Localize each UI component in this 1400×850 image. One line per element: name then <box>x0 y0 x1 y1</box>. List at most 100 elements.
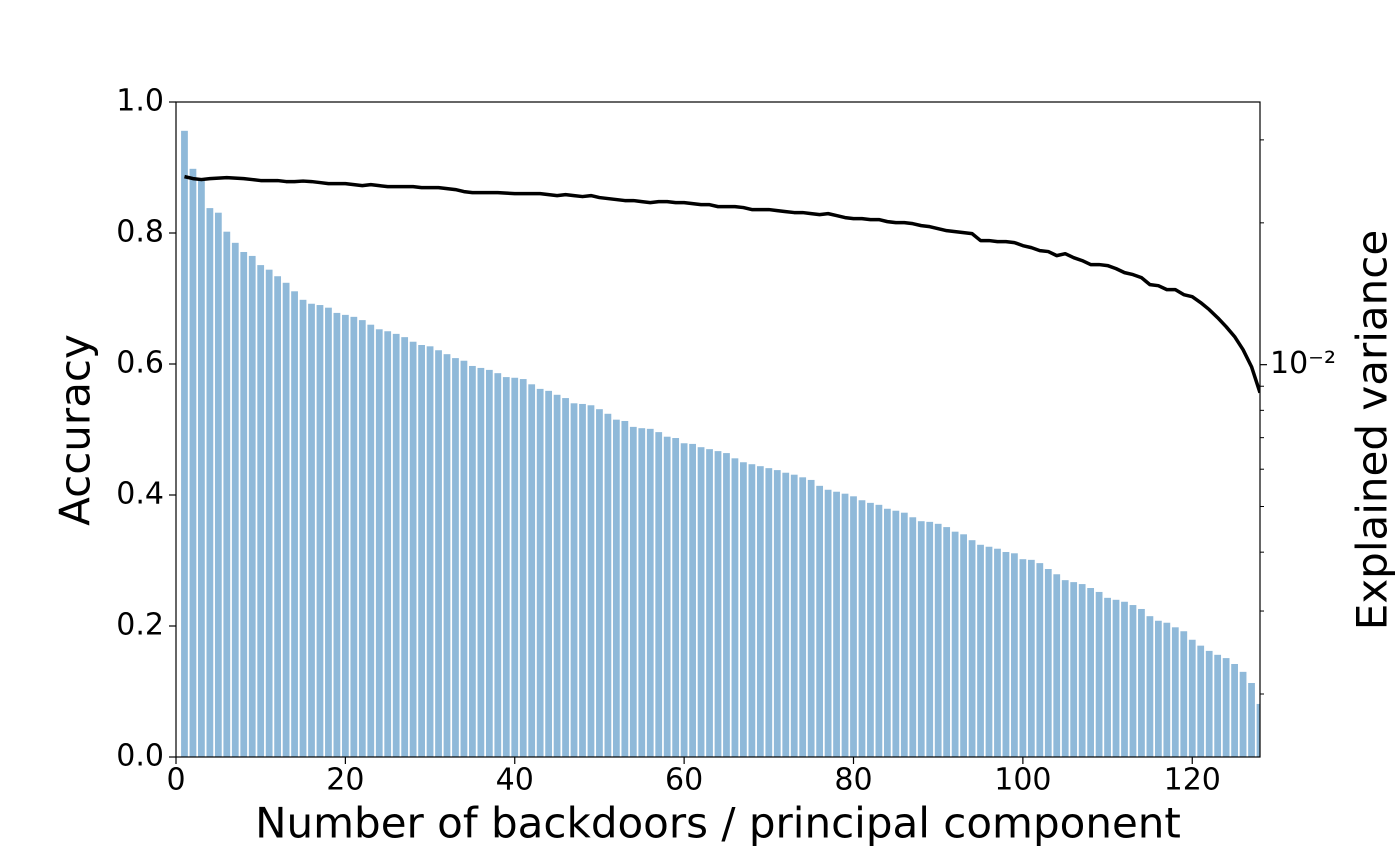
bar <box>485 369 493 757</box>
bar <box>1214 654 1222 757</box>
bar <box>875 504 883 757</box>
bar <box>384 331 392 757</box>
bar <box>672 438 680 757</box>
bar <box>494 373 502 757</box>
bar <box>1138 608 1145 757</box>
bar <box>714 451 722 757</box>
bar <box>960 534 967 757</box>
bar <box>1231 663 1238 757</box>
bar <box>214 212 222 757</box>
bar <box>1036 563 1044 757</box>
bar <box>452 358 459 757</box>
bar <box>689 443 696 757</box>
bar <box>460 360 468 757</box>
bar <box>248 255 256 757</box>
bar <box>1121 601 1128 757</box>
bar <box>1087 588 1095 757</box>
bar <box>1188 639 1196 757</box>
x-axis-label: Number of backdoors / principal componen… <box>255 799 1181 848</box>
bar <box>367 324 375 757</box>
bar <box>240 251 248 757</box>
x-tick-label: 20 <box>326 763 364 798</box>
bar <box>1044 569 1052 757</box>
y-tick-label: 0.4 <box>116 477 164 512</box>
bar <box>756 466 764 757</box>
bar <box>223 231 231 757</box>
bar <box>477 367 485 757</box>
bar <box>189 168 197 757</box>
bar <box>994 548 1001 757</box>
bar <box>553 394 561 757</box>
bar <box>621 420 629 757</box>
bar <box>629 426 637 757</box>
bar <box>435 350 442 757</box>
y-tick-label: 0.8 <box>116 215 164 250</box>
bar <box>782 472 790 757</box>
bar <box>282 282 290 757</box>
bar <box>1205 650 1213 757</box>
y-tick-label: 0.0 <box>116 739 164 774</box>
bar <box>951 531 959 757</box>
bar <box>1053 574 1061 757</box>
x-tick-label: 80 <box>834 763 872 798</box>
bar <box>858 500 866 757</box>
bar <box>1112 599 1120 757</box>
bar <box>943 527 951 757</box>
bar <box>528 384 536 757</box>
bar <box>1078 584 1086 757</box>
bar <box>1248 682 1255 757</box>
bar <box>1197 645 1205 757</box>
bar <box>807 479 815 757</box>
bar <box>816 485 824 757</box>
y-tick-label: 0.6 <box>116 346 164 381</box>
bar <box>392 333 400 757</box>
bar <box>850 496 857 757</box>
bar <box>308 303 315 757</box>
bar <box>892 510 900 757</box>
bar <box>1171 627 1179 757</box>
bar <box>316 305 324 757</box>
bar <box>1027 559 1035 757</box>
bar <box>519 379 527 757</box>
bar <box>723 453 730 757</box>
x-tick-label: 40 <box>496 763 534 798</box>
bar <box>426 346 434 757</box>
bar <box>977 544 984 757</box>
bar <box>706 449 713 757</box>
bar <box>833 491 840 757</box>
bar <box>883 508 891 757</box>
bar <box>341 314 349 757</box>
bar <box>596 409 603 757</box>
bar <box>401 337 409 757</box>
x-tick-label: 100 <box>994 763 1051 798</box>
bar <box>409 341 417 757</box>
bar <box>934 523 942 757</box>
bar <box>299 299 307 757</box>
bar <box>748 464 756 757</box>
bar <box>231 242 239 757</box>
y2-axis-label: Explained variance <box>1348 230 1397 630</box>
x-tick-label: 120 <box>1164 763 1221 798</box>
bar <box>824 489 832 757</box>
bar <box>968 540 976 757</box>
bar <box>502 377 510 757</box>
bar <box>697 447 705 757</box>
bar <box>1070 582 1078 757</box>
bar <box>1061 580 1069 757</box>
bar <box>181 130 188 757</box>
bar <box>198 179 205 757</box>
y-tick-label: 0.2 <box>116 608 164 643</box>
bar <box>638 428 646 757</box>
bar <box>1129 605 1137 757</box>
bar <box>1163 622 1171 757</box>
bar <box>790 474 798 757</box>
bar <box>511 377 519 757</box>
bar <box>350 316 358 757</box>
bar <box>909 517 917 757</box>
bar <box>926 521 934 757</box>
bar <box>291 291 298 757</box>
bar <box>536 388 544 757</box>
x-tick-label: 0 <box>166 763 185 798</box>
